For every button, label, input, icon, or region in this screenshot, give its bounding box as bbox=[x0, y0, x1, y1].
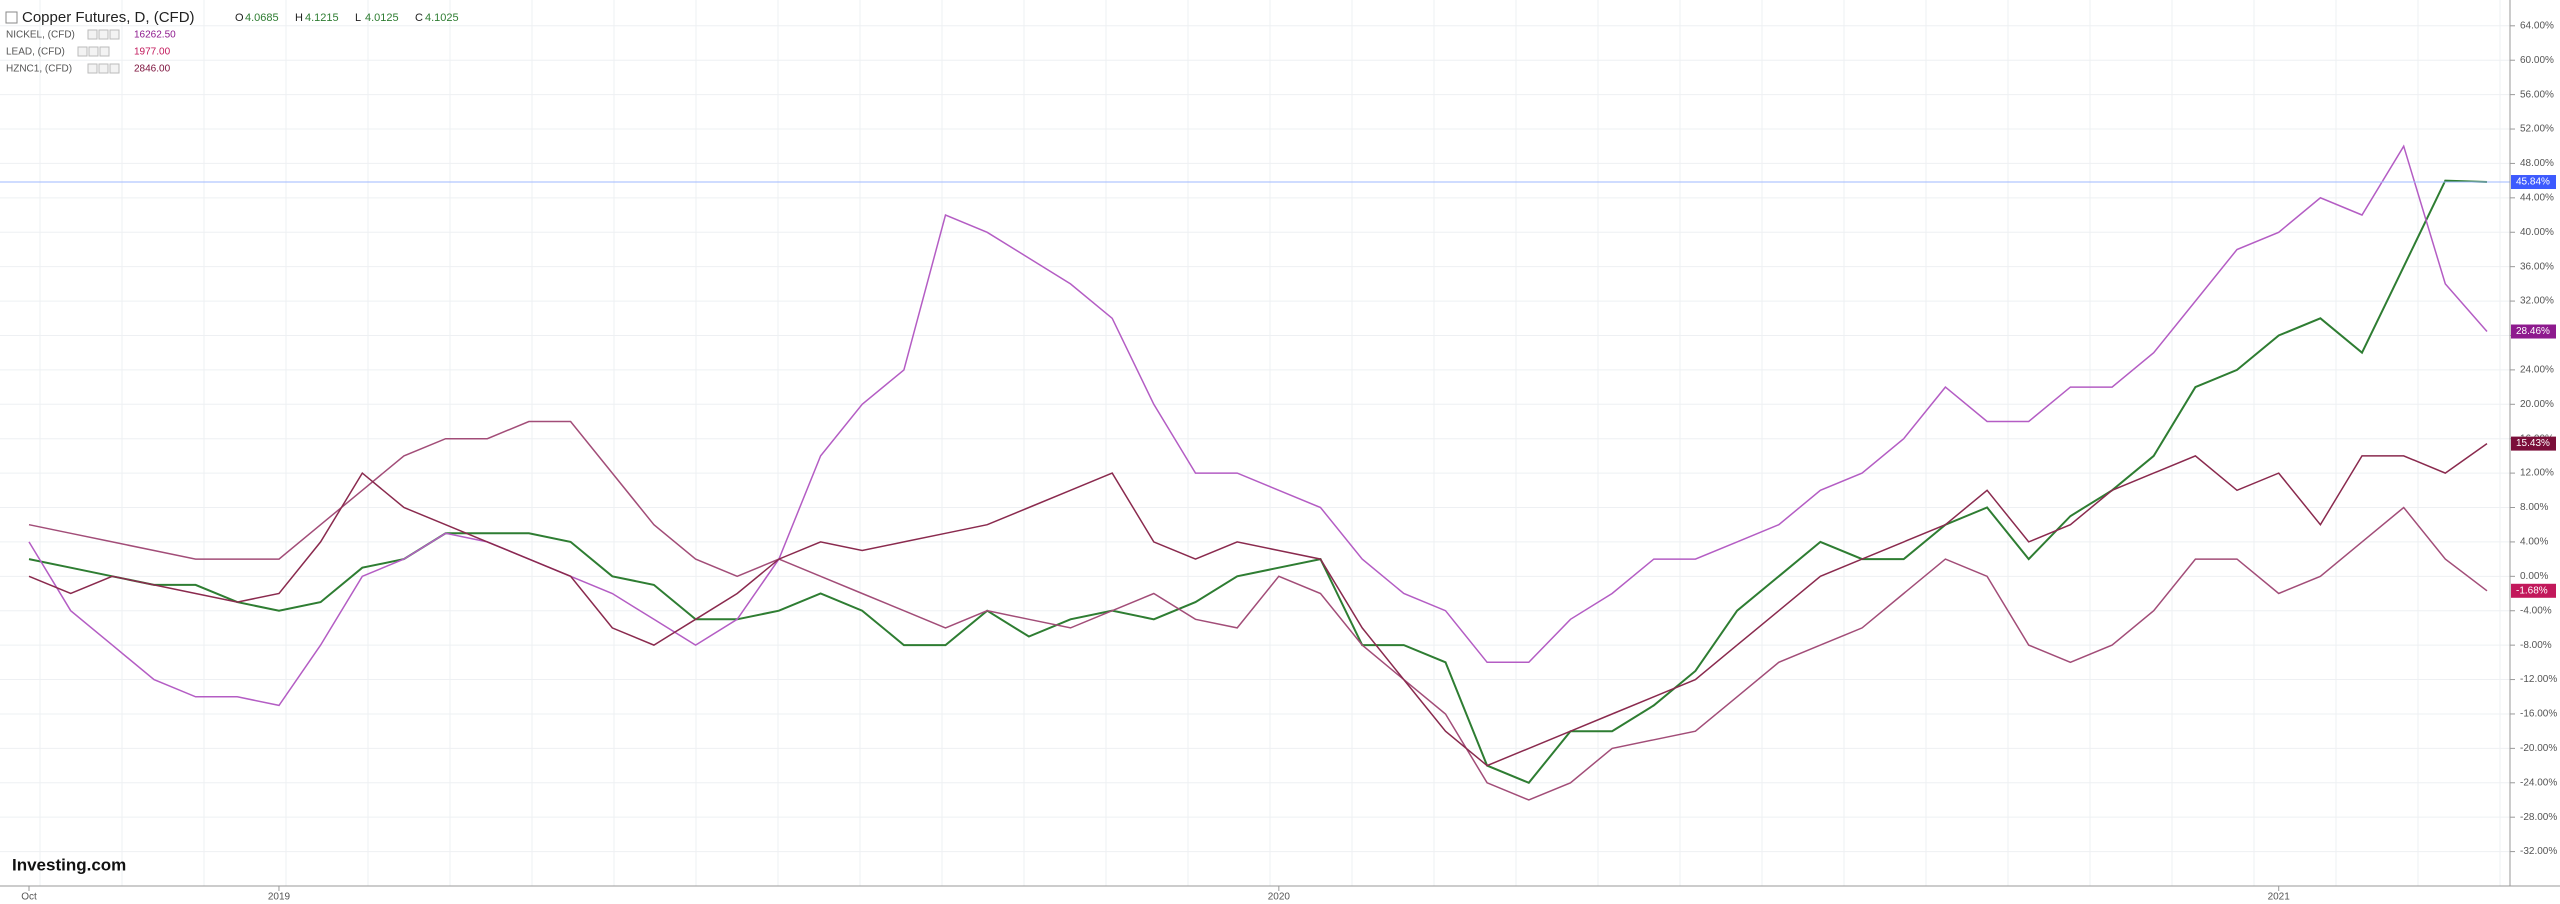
chart-title: Copper Futures, D, (CFD) bbox=[22, 9, 195, 26]
x-tick-label: Oct bbox=[21, 892, 37, 903]
x-tick-label: 2021 bbox=[2268, 892, 2291, 903]
ohlc-key: C bbox=[415, 12, 423, 24]
y-tick-label: -16.00% bbox=[2520, 709, 2557, 720]
grid bbox=[0, 0, 2510, 886]
y-tick-label: -28.00% bbox=[2520, 812, 2557, 823]
y-tick-label: 64.00% bbox=[2520, 20, 2554, 31]
y-tick-label: 52.00% bbox=[2520, 124, 2554, 135]
ohlc-key: O bbox=[235, 12, 244, 24]
series-line bbox=[28, 442, 2488, 767]
value-badge bbox=[2511, 175, 2556, 190]
legend-label: NICKEL, (CFD) bbox=[6, 30, 75, 41]
y-tick-label: -8.00% bbox=[2520, 640, 2552, 651]
legend-button bbox=[109, 63, 120, 74]
y-tick-label: -4.00% bbox=[2520, 605, 2552, 616]
value-badge-label: 28.46% bbox=[2516, 326, 2550, 337]
ohlc-value: 4.0125 bbox=[365, 12, 399, 24]
ohlc-value: 4.1025 bbox=[425, 12, 459, 24]
legend-button bbox=[98, 63, 109, 74]
value-badge-label: -1.68% bbox=[2516, 585, 2548, 596]
watermark: Investing.com bbox=[12, 855, 126, 874]
y-tick-label: 0.00% bbox=[2520, 571, 2548, 582]
y-tick-label: -24.00% bbox=[2520, 777, 2557, 788]
plot bbox=[0, 144, 2510, 801]
y-tick-label: -32.00% bbox=[2520, 846, 2557, 857]
legend-label: HZNC1, (CFD) bbox=[6, 64, 72, 75]
y-tick-label: 60.00% bbox=[2520, 55, 2554, 66]
legend-button bbox=[98, 29, 109, 40]
legend-value: 16262.50 bbox=[134, 30, 176, 41]
value-badge-label: 45.84% bbox=[2516, 177, 2550, 188]
y-tick-label: 56.00% bbox=[2520, 89, 2554, 100]
y-tick-label: 8.00% bbox=[2520, 502, 2548, 513]
y-tick-label: 4.00% bbox=[2520, 537, 2548, 548]
y-tick-label: -12.00% bbox=[2520, 674, 2557, 685]
x-tick-label: 2019 bbox=[268, 892, 291, 903]
legend: Copper Futures, D, (CFD) O 4.0685 H 4.1215 L… bbox=[5, 9, 459, 75]
y-tick-label: 12.00% bbox=[2520, 468, 2554, 479]
legend-button bbox=[88, 46, 99, 57]
collapse-button bbox=[5, 11, 18, 24]
value-badge bbox=[2511, 324, 2556, 339]
legend-button bbox=[77, 46, 88, 57]
legend-value: 1977.00 bbox=[134, 47, 171, 58]
legend-button bbox=[99, 46, 110, 57]
y-tick-label: 36.00% bbox=[2520, 261, 2554, 272]
legend-label: LEAD, (CFD) bbox=[6, 47, 65, 58]
y-tick-label: 40.00% bbox=[2520, 227, 2554, 238]
y-tick-label: 44.00% bbox=[2520, 192, 2554, 203]
y-tick-label: 32.00% bbox=[2520, 296, 2554, 307]
legend-value: 2846.00 bbox=[134, 64, 171, 75]
y-tick-label: 20.00% bbox=[2520, 399, 2554, 410]
x-tick-label: 2020 bbox=[1268, 892, 1291, 903]
ohlc-value: 4.0685 bbox=[245, 12, 279, 24]
y-tick-label: -20.00% bbox=[2520, 743, 2557, 754]
ohlc-value: 4.1215 bbox=[305, 12, 339, 24]
series-line bbox=[28, 420, 2488, 801]
legend-button bbox=[109, 29, 120, 40]
legend-button bbox=[87, 29, 98, 40]
value-badge-label: 15.43% bbox=[2516, 438, 2550, 449]
y-tick-label: 24.00% bbox=[2520, 365, 2554, 376]
value-badge bbox=[2511, 436, 2556, 451]
ohlc-key: L bbox=[355, 12, 361, 24]
ohlc-key: H bbox=[295, 12, 303, 24]
legend-button bbox=[87, 63, 98, 74]
series-line bbox=[28, 144, 2488, 707]
value-badge bbox=[2511, 583, 2556, 598]
y-tick-label: 48.00% bbox=[2520, 158, 2554, 169]
